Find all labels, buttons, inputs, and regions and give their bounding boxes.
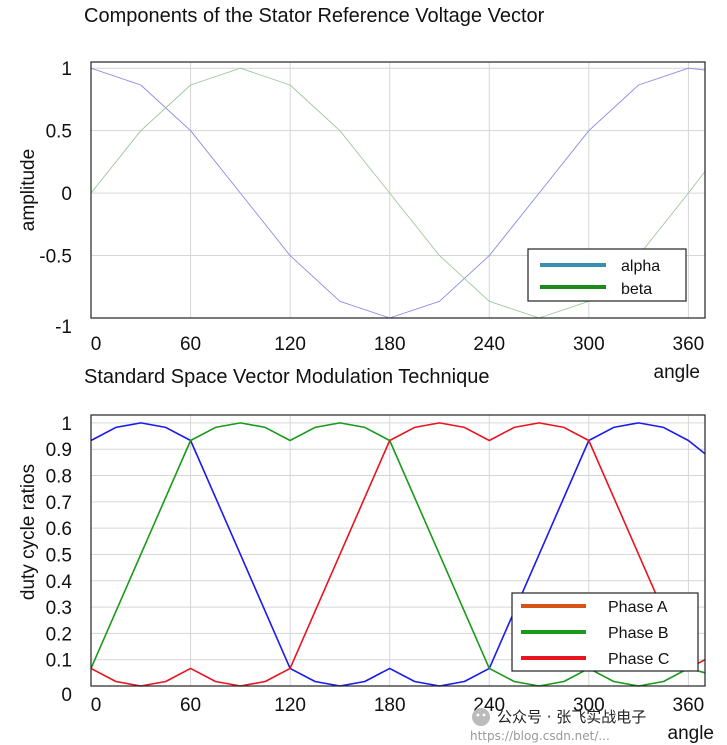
plot-frame [90, 414, 706, 687]
x-tick-label: 360 [673, 334, 705, 355]
y-tick-label: 0.6 [46, 519, 72, 540]
series-line-phase-b [90, 422, 706, 687]
x-tick-label: 0 [91, 695, 102, 716]
x-tick-label: 300 [573, 334, 605, 355]
y-tick-label: 1 [61, 414, 72, 435]
chart-title: Standard Space Vector Modulation Techniq… [84, 366, 489, 388]
x-tick-label: 60 [180, 695, 201, 716]
x-tick-label: 60 [180, 334, 201, 355]
y-tick-label: -1 [55, 317, 72, 338]
svm-duty-cycle-chart: Standard Space Vector Modulation Techniq… [18, 366, 714, 744]
y-tick-label: 0.5 [46, 545, 72, 566]
x-tick-labels: 0 60 120 180 240 300 360 [91, 334, 705, 355]
y-tick-label: 0 [61, 685, 72, 706]
x-tick-label: 300 [573, 695, 605, 716]
legend-label-phase-b: Phase B [608, 625, 668, 642]
y-tick-label: 0.1 [46, 651, 72, 672]
wechat-icon-eye-right [482, 713, 486, 717]
x-tick-label: 120 [274, 695, 306, 716]
series-line-phase-c [90, 422, 706, 687]
y-tick-label: 0.3 [46, 598, 72, 619]
series-layer [90, 422, 706, 687]
x-axis-label: angle [668, 723, 715, 744]
y-tick-label: 0.2 [46, 624, 72, 645]
y-tick-label: -0.5 [39, 247, 72, 268]
plot-frame [90, 61, 706, 319]
legend-box [527, 248, 687, 302]
voltage-components-chart: Components of the Stator Reference Volta… [18, 5, 706, 383]
y-tick-label: 0.8 [46, 467, 72, 488]
watermark-url: https://blog.csdn.net/... [470, 729, 610, 743]
chart-title: Components of the Stator Reference Volta… [84, 5, 545, 27]
y-tick-label: 0.4 [46, 572, 73, 593]
y-tick-label: 0.5 [46, 122, 72, 143]
series-line-alpha [90, 67, 706, 319]
y-tick-label: 0 [61, 184, 72, 205]
legend-label-phase-c: Phase C [608, 651, 669, 668]
x-tick-labels: 0 60 120 180 240 300 360 [91, 695, 705, 716]
wechat-icon-eye-left [476, 713, 480, 717]
series-line-phase-a [90, 422, 706, 687]
x-tick-label: 0 [91, 334, 102, 355]
y-tick-label: 1 [61, 59, 72, 80]
legend: Phase A Phase B Phase C [511, 592, 699, 672]
x-tick-label: 120 [274, 334, 306, 355]
legend-label-phase-a: Phase A [608, 599, 668, 616]
legend: alpha beta [527, 248, 687, 302]
x-tick-label: 360 [673, 695, 705, 716]
legend-label-alpha: alpha [621, 258, 660, 275]
watermark-text: 公众号 · 张飞实战电子 [497, 708, 646, 726]
y-axis-label: amplitude [18, 149, 39, 231]
y-tick-label: 0.7 [46, 493, 72, 514]
x-axis-label: angle [654, 362, 701, 383]
x-tick-label: 240 [473, 334, 505, 355]
y-axis-label: duty cycle ratios [18, 464, 39, 600]
y-tick-labels: 1 0.9 0.8 0.7 0.6 0.5 0.4 0.3 0.2 0.1 0 [46, 414, 73, 706]
watermark: 公众号 · 张飞实战电子 https://blog.csdn.net/... [470, 708, 646, 743]
wechat-icon [472, 708, 490, 726]
x-tick-label: 180 [374, 334, 406, 355]
legend-label-beta: beta [621, 281, 652, 298]
y-tick-labels: 1 0.5 0 -0.5 -1 [39, 59, 72, 338]
y-tick-label: 0.9 [46, 440, 72, 461]
x-tick-label: 180 [374, 695, 406, 716]
